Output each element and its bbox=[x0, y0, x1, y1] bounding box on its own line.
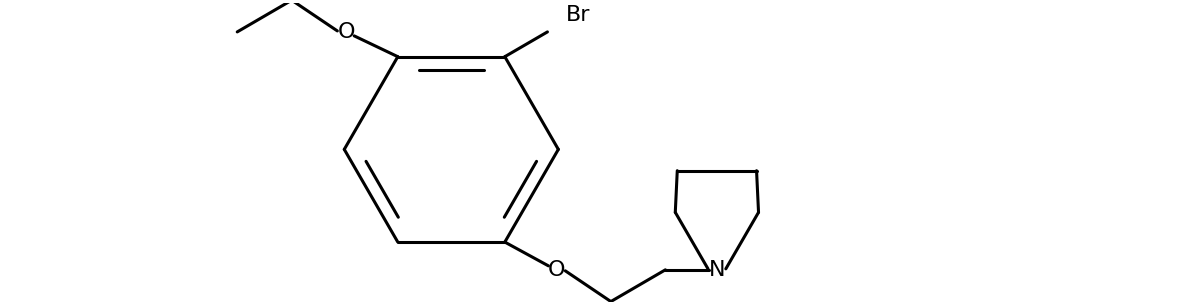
Text: O: O bbox=[337, 22, 355, 42]
Text: O: O bbox=[547, 260, 565, 280]
Text: N: N bbox=[709, 260, 725, 280]
Text: Br: Br bbox=[566, 5, 591, 25]
